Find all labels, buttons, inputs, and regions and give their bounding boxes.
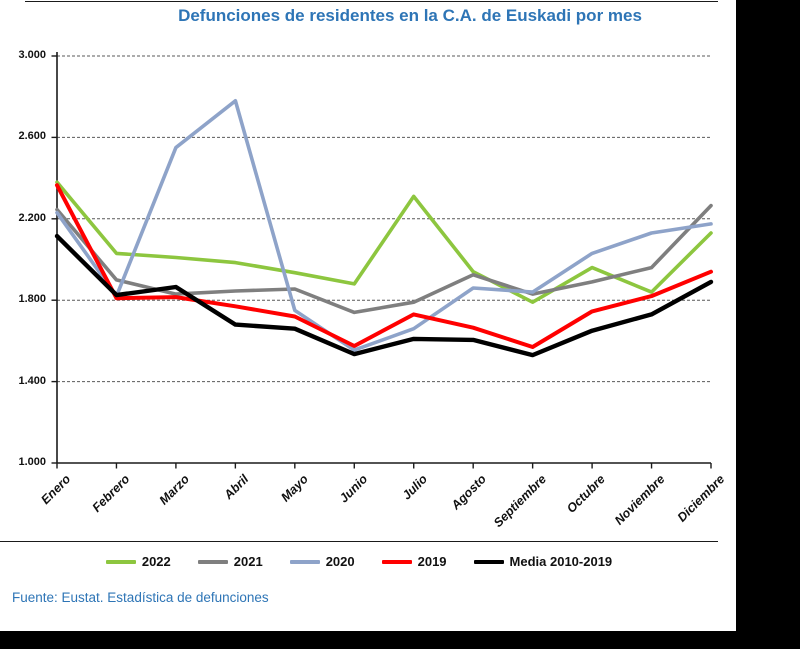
legend-label: 2020 (325, 554, 355, 569)
series-line-media-2010-2019 (54, 233, 714, 358)
legend-item-2019: 2019 (381, 554, 447, 569)
chart-frame-top-border (25, 1, 718, 2)
chart-title: Defunciones de residentes en la C.A. de … (178, 6, 642, 25)
y-tick-label: 2.600 (18, 130, 46, 143)
legend-line-swatch (197, 559, 228, 564)
legend-item-media-2010-2019: Media 2010-2019 (473, 554, 613, 569)
plot-area (51, 52, 714, 469)
y-tick-label: 1.000 (18, 456, 46, 468)
legend-item-2021: 2021 (197, 554, 263, 569)
series-line-2020 (55, 99, 713, 352)
legend-line-swatch (381, 559, 412, 564)
legend-item-2020: 2020 (289, 554, 355, 569)
chart-panel: Defunciones de residentes en la C.A. de … (0, 0, 736, 631)
y-tick-label: 1.400 (18, 374, 46, 387)
legend-label: 2021 (233, 554, 263, 569)
series-line-2022 (55, 180, 713, 305)
legend-line-swatch (105, 559, 136, 564)
source-note: Fuente: Eustat. Estadística de defuncion… (12, 590, 269, 605)
legend-label: Media 2010-2019 (509, 554, 613, 569)
series-line-2019 (55, 183, 713, 349)
y-tick-label: 1.800 (18, 293, 46, 306)
y-tick-label: 2.200 (18, 211, 46, 224)
legend-line-swatch (289, 559, 320, 564)
legend: 2022 2021 2020 2019 Media 2010-2019 (0, 554, 718, 569)
series-line-2021 (55, 203, 713, 315)
legend-label: 2019 (417, 554, 447, 569)
legend-line-swatch (473, 559, 504, 564)
y-tick-label: 3.000 (18, 49, 46, 61)
chart-frame-bottom-border (0, 541, 718, 542)
legend-label: 2022 (141, 554, 171, 569)
legend-item-2022: 2022 (105, 554, 171, 569)
